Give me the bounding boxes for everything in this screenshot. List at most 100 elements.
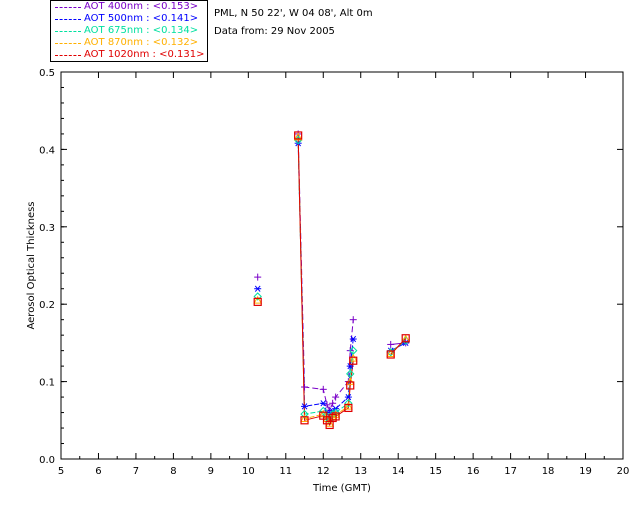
x-tick-label: 14: [392, 466, 405, 477]
marker-stroke: [293, 132, 303, 141]
data-point: [344, 399, 353, 408]
series-line: [297, 137, 354, 425]
data-point: [349, 335, 357, 343]
data-point: [253, 297, 262, 306]
x-tick-label: 15: [429, 466, 442, 477]
data-point: [319, 385, 327, 393]
marker-stroke: [402, 339, 409, 347]
data-point: [300, 409, 309, 419]
data-point: [331, 412, 340, 421]
data-point: [346, 381, 355, 390]
data-point: [253, 295, 263, 304]
marker-stroke: [320, 400, 327, 407]
marker-stroke: [345, 393, 352, 401]
data-point: [344, 393, 352, 401]
series-line: [297, 140, 354, 422]
x-tick-label: 9: [208, 466, 214, 477]
marker-stroke: [253, 297, 262, 306]
data-point: [301, 383, 309, 391]
x-tick-label: 10: [242, 466, 255, 477]
legend-label-870: AOT 870nm : <0.132>: [84, 37, 199, 48]
marker-stroke: [301, 403, 308, 410]
data-point: [300, 414, 309, 423]
data-point: [322, 416, 332, 425]
marker-stroke: [350, 335, 357, 343]
x-tick-label: 16: [467, 466, 480, 477]
data-date: Data from: 29 Nov 2005: [214, 26, 335, 37]
data-point: [401, 334, 410, 343]
marker-stroke: [254, 285, 261, 292]
data-point: [319, 400, 327, 407]
legend-label-675: AOT 675nm : <0.134>: [84, 25, 199, 36]
marker-stroke: [319, 406, 328, 416]
x-tick-label: 20: [617, 466, 630, 477]
marker-stroke: [300, 409, 309, 419]
legend-label-1020: AOT 1020nm : <0.131>: [84, 49, 205, 60]
x-tick-label: 18: [542, 466, 555, 477]
data-point: [345, 377, 355, 385]
x-tick-label: 19: [579, 466, 592, 477]
data-point: [386, 349, 396, 358]
y-tick-label: 0.5: [39, 68, 55, 79]
x-tick-label: 11: [279, 466, 292, 477]
data-point: [349, 316, 357, 324]
x-tick-label: 5: [58, 466, 64, 477]
marker-stroke: [253, 295, 263, 304]
legend-item-870: AOT 870nm : <0.132>: [51, 37, 207, 49]
marker-stroke: [386, 349, 396, 358]
marker-stroke: [344, 403, 353, 413]
marker-stroke: [300, 414, 309, 423]
marker-stroke: [253, 292, 262, 301]
data-point: [319, 406, 328, 416]
x-tick-label: 7: [133, 466, 139, 477]
data-point: [325, 418, 334, 427]
x-tick-label: 13: [354, 466, 367, 477]
marker-stroke: [349, 356, 358, 365]
data-point: [344, 403, 353, 413]
data-point: [329, 399, 337, 407]
data-point: [402, 339, 410, 347]
x-tick-label: 17: [504, 466, 517, 477]
marker-stroke: [331, 412, 340, 421]
marker-stroke: [401, 334, 410, 343]
legend-item-500: AOT 500nm : <0.141>: [51, 13, 207, 25]
legend: AOT 400nm : <0.153> AOT 500nm : <0.141> …: [50, 0, 208, 62]
marker-stroke: [348, 353, 358, 362]
legend-label-500: AOT 500nm : <0.141>: [84, 13, 199, 24]
y-tick-label: 0.2: [39, 300, 55, 311]
series-line: [297, 143, 354, 418]
data-point: [293, 132, 303, 141]
data-point: [349, 356, 358, 365]
data-point: [344, 401, 353, 410]
legend-label-400: AOT 400nm : <0.153>: [84, 1, 199, 12]
y-tick-label: 0.3: [39, 223, 55, 234]
legend-item-1020: AOT 1020nm : <0.131>: [51, 49, 207, 61]
y-axis-title: Aerosol Optical Thickness: [26, 201, 37, 329]
data-point: [254, 273, 262, 281]
marker-stroke: [346, 381, 355, 390]
legend-swatch-500: [55, 19, 81, 20]
marker-stroke: [322, 416, 332, 425]
y-tick-label: 0.4: [39, 145, 55, 156]
data-point: [332, 393, 340, 401]
marker-stroke: [325, 418, 334, 427]
data-point: [294, 131, 303, 140]
data-point: [300, 416, 309, 425]
marker-stroke: [344, 401, 353, 410]
data-point: [301, 403, 309, 410]
series-markers: [253, 130, 411, 430]
x-axis-title: Time (GMT): [312, 483, 371, 494]
x-tick-label: 6: [95, 466, 101, 477]
legend-swatch-870: [55, 43, 81, 44]
marker-stroke: [300, 416, 309, 425]
plot-frame: [60, 71, 624, 460]
legend-swatch-675: [55, 31, 81, 32]
data-point: [254, 285, 262, 292]
data-point: [387, 340, 395, 348]
legend-swatch-400: [55, 7, 81, 8]
marker-stroke: [344, 399, 353, 408]
marker-stroke: [294, 131, 303, 140]
data-point: [348, 353, 358, 362]
y-tick-label: 0.1: [39, 378, 55, 389]
